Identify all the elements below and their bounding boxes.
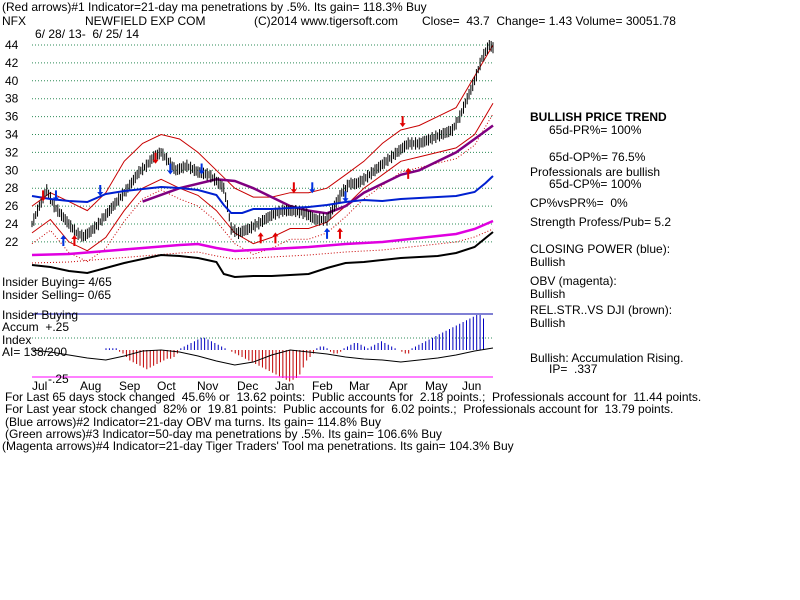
signal-arrowhead <box>324 227 331 232</box>
y-tick-label: 26 <box>5 199 19 213</box>
footer-line-5: (Magenta arrows)#4 Indicator=21-day Tige… <box>2 439 514 453</box>
y-tick-label: 36 <box>5 110 19 124</box>
month-label: May <box>425 379 448 393</box>
obv-line <box>31 219 494 257</box>
pr-label: 65d-PR%= 100% <box>549 123 642 137</box>
ip-label: IP= .337 <box>549 362 598 376</box>
month-label: Jul <box>32 379 47 393</box>
y-tick-label: 22 <box>5 235 19 249</box>
month-label: Mar <box>349 379 370 393</box>
accum-ma-line <box>31 347 494 366</box>
quote-summary: Close= 43.7 Change= 1.43 Volume= 30051.7… <box>422 14 676 28</box>
minus25-label: -.25 <box>48 372 69 386</box>
signal-arrowhead <box>198 170 205 175</box>
signal-arrowhead <box>309 189 316 194</box>
insider-buying: Insider Buying= 4/65 <box>2 275 112 289</box>
y-tick-label: 28 <box>5 181 19 195</box>
month-label: Sep <box>119 379 141 393</box>
closing-power-line <box>31 175 494 214</box>
y-tick-label: 38 <box>5 92 19 106</box>
y-tick-label: 30 <box>5 163 19 177</box>
month-label: Feb <box>312 379 333 393</box>
insider-selling: Insider Selling= 0/65 <box>2 288 112 302</box>
month-label: Jun <box>462 379 481 393</box>
y-tick-label: 34 <box>5 128 19 142</box>
relstr-value: Bullish <box>530 316 566 330</box>
y-tick-label: 24 <box>5 217 19 231</box>
ai-label: AI= 138/200 <box>2 345 68 359</box>
accum-label: Accum +.25 <box>2 320 70 334</box>
indicator-line-1: (Red arrows)#1 Indicator=21-day ma penet… <box>2 0 427 14</box>
accum-status: Bullish: Accumulation Rising. <box>530 351 684 365</box>
signal-arrowhead <box>152 159 159 164</box>
y-tick-label: 44 <box>5 38 19 52</box>
ticker-symbol: NFX <box>2 14 26 28</box>
closing-power-value: Bullish <box>530 255 566 269</box>
y-tick-label: 42 <box>5 56 19 70</box>
cp-label: 65d-CP%= 100% <box>549 177 642 191</box>
ma50-line <box>142 124 494 215</box>
signal-arrowhead <box>272 232 279 237</box>
footer-line-3: (Blue arrows)#2 Indicator=21-day OBV ma … <box>5 415 381 429</box>
professionals-label: Professionals are bullish <box>530 165 661 179</box>
signal-arrowhead <box>257 232 264 237</box>
signal-arrowhead <box>97 191 104 196</box>
signal-arrowhead <box>342 198 349 203</box>
obv-label: OBV (magenta): <box>530 274 617 288</box>
signal-arrowhead <box>290 189 297 194</box>
strength-label: Strength Profess/Pub= 5.2 <box>530 215 672 229</box>
signal-arrowhead <box>71 235 78 240</box>
insider-buying-label: Insider Buying <box>2 308 79 322</box>
closing-power-label: CLOSING POWER (blue): <box>530 242 671 256</box>
month-label: Jan <box>275 379 294 393</box>
month-label: Dec <box>237 379 258 393</box>
signal-arrowhead <box>52 197 59 202</box>
op-label: 65d-OP%= 76.5% <box>549 150 646 164</box>
month-label: Nov <box>197 379 218 393</box>
lower-band-line <box>31 102 494 252</box>
signal-arrowhead <box>40 197 47 202</box>
index-label: Index <box>2 333 32 347</box>
month-label: Aug <box>80 379 101 393</box>
signal-arrowhead <box>399 123 406 128</box>
cpvspr-label: CP%vsPR%= 0% <box>530 196 628 210</box>
signal-arrowhead <box>336 227 343 232</box>
obv-lower-band <box>31 228 494 264</box>
obv-value: Bullish <box>530 287 566 301</box>
month-label: Oct <box>157 379 176 393</box>
y-tick-label: 32 <box>5 145 19 159</box>
footer-line-4: (Green arrows)#3 Indicator=50-day ma pen… <box>5 427 442 441</box>
relstr-label: REL.STR..VS DJI (brown): <box>530 303 673 317</box>
y-tick-label: 40 <box>5 74 19 88</box>
relstr-line <box>31 231 494 279</box>
trend-label: BULLISH PRICE TREND <box>530 110 667 124</box>
footer-line-2: For Last year stock changed 82% or 19.81… <box>5 402 674 416</box>
signal-arrowhead <box>167 170 174 175</box>
copyright: (C)2014 www.tigersoft.com <box>254 14 399 28</box>
company-name: NEWFIELD EXP COM <box>85 14 206 28</box>
month-label: Apr <box>389 379 408 393</box>
footer-line-1: For Last 65 days stock changed 45.6% or … <box>5 390 702 404</box>
upper-band-line <box>31 44 494 212</box>
date-range: 6/ 28/ 13- 6/ 25/ 14 <box>35 27 140 41</box>
signal-arrowhead <box>405 167 412 172</box>
signal-arrowhead <box>60 235 67 240</box>
